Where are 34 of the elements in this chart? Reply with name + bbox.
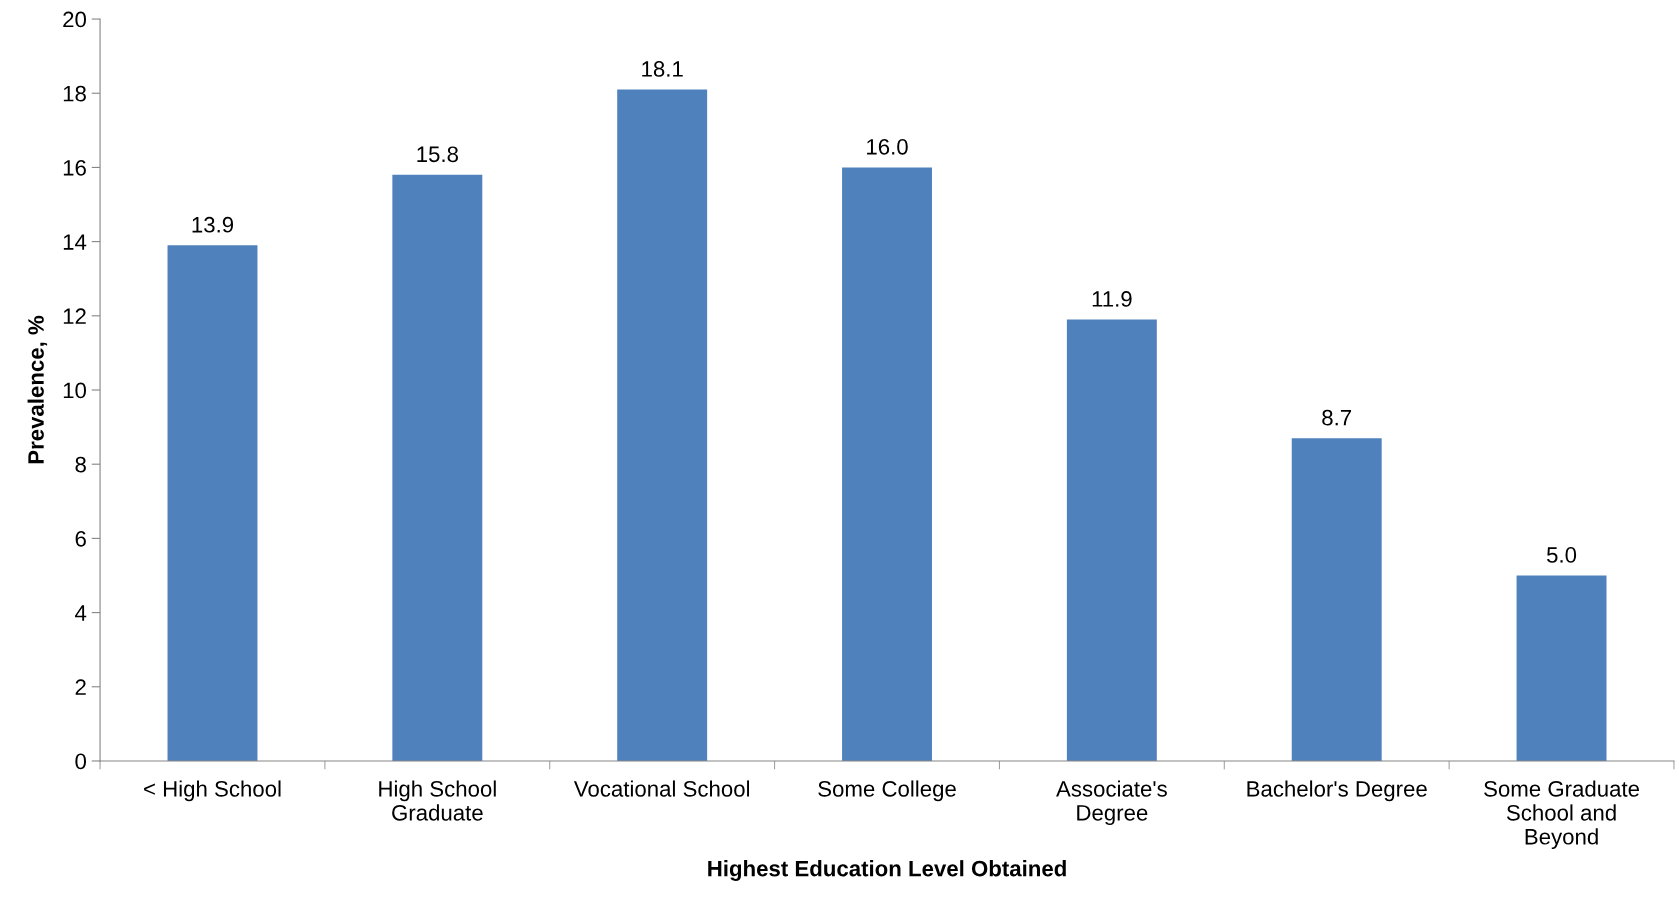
- bar: [1516, 575, 1607, 761]
- y-tick-label: 0: [75, 753, 87, 770]
- x-tick-label: High School Graduate: [379, 780, 496, 821]
- x-tick-label: Some Graduate School and Beyond: [1484, 780, 1639, 849]
- y-tick-label: 14: [63, 234, 87, 250]
- x-tick-label: Some College: [818, 780, 956, 802]
- x-tick-label: Vocational School: [573, 780, 750, 797]
- y-tick-label: 6: [75, 530, 86, 547]
- data-label: 11.9: [1092, 291, 1132, 307]
- x-tick-label: < High School: [144, 780, 281, 802]
- y-tick-label: 8: [75, 456, 86, 473]
- x-tick-label: Associate's Degree: [1056, 780, 1167, 826]
- data-label: 18.1: [642, 61, 683, 77]
- y-tick-label: 2: [75, 679, 86, 695]
- x-axis-title: Highest Education Level Obtained: [708, 860, 1066, 881]
- data-label: 5.0: [1546, 547, 1577, 563]
- data-label: 13.9: [192, 216, 234, 233]
- y-tick-label: 20: [63, 11, 87, 28]
- data-label: 8.7: [1322, 409, 1352, 426]
- y-tick-label: 4: [75, 605, 87, 621]
- x-tick-label: Bachelor's Degree: [1247, 780, 1427, 802]
- y-tick-label: 18: [63, 85, 86, 102]
- bar: [842, 167, 932, 761]
- y-tick-label: 16: [63, 159, 86, 176]
- y-axis-title: Prevalence, %: [27, 315, 48, 464]
- data-label: 16.0: [867, 138, 908, 155]
- bar: [167, 245, 258, 761]
- bar: [1066, 319, 1157, 761]
- data-label: 15.8: [417, 146, 458, 163]
- bar: [617, 89, 708, 761]
- bar: [392, 174, 483, 761]
- bar: [1291, 438, 1382, 761]
- y-tick-label: 10: [63, 382, 87, 399]
- y-tick-label: 12: [63, 308, 86, 324]
